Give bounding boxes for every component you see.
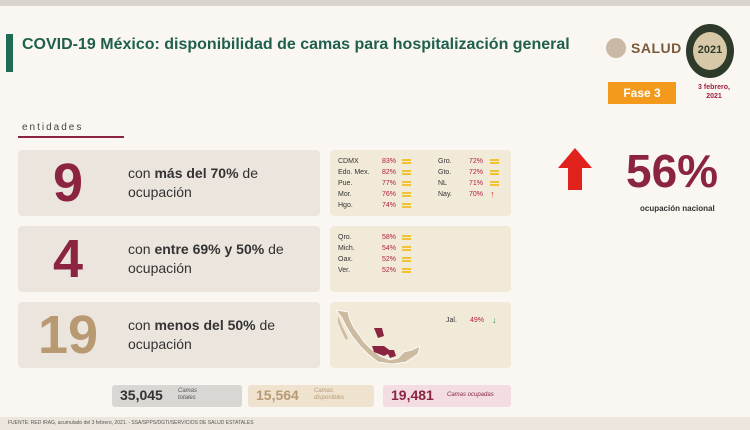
occupancy-row-high: 9 con más del 70% de ocupación (18, 150, 320, 216)
arrow-down-icon: ↓ (492, 315, 497, 325)
state-pct: 71% (469, 180, 484, 187)
equal-icon (490, 159, 499, 164)
occupied-beds-value: 19,481 (391, 387, 434, 403)
equal-icon (402, 159, 411, 164)
state-pct: 49% (470, 317, 485, 324)
salud-logo: SALUD (606, 38, 682, 58)
row-description: con más del 70% de ocupación (128, 165, 258, 200)
total-beds-label: Camas totales (178, 388, 198, 401)
national-trend-up-icon (558, 148, 592, 190)
states-box-mid: Qro. 58% Mich. 54% Oax. 52% Ver. 52% (330, 226, 511, 292)
state-name: Gto. (438, 169, 452, 176)
state-name: Gro. (438, 158, 452, 165)
occupied-beds-card: 19,481 Camas ocupadas (383, 385, 511, 407)
state-name: Pue. (338, 180, 353, 187)
equal-icon (402, 181, 411, 186)
state-count: 19 (37, 305, 99, 365)
equal-icon (402, 246, 411, 251)
report-date: 3 febrero, 2021 (688, 83, 740, 101)
state-name: Ver. (338, 267, 351, 274)
equal-icon (402, 235, 411, 240)
source-footer: FUENTE: RED IRAG, acumulado del 3 febrer… (0, 417, 750, 430)
top-rule (0, 0, 750, 6)
available-beds-card: 15,564 Camas disponibles (248, 385, 374, 407)
occupancy-row-mid: 4 con entre 69% y 50% de ocupación (18, 226, 320, 292)
states-box-low: Jal. 49% ↓ (330, 302, 511, 368)
available-beds-label: Camas disponibles (314, 388, 345, 401)
salud-logo-text: SALUD (631, 40, 682, 56)
state-count: 9 (52, 153, 84, 213)
total-beds-card: 35,045 Camas totales (112, 385, 242, 407)
total-beds-value: 35,045 (120, 387, 163, 403)
state-name: CDMX (338, 158, 359, 165)
state-name: Mich. (338, 245, 355, 252)
state-pct: 70% (469, 191, 484, 198)
occupied-beds-label: Camas ocupadas (447, 392, 494, 398)
national-occupancy-label: ocupación nacional (640, 204, 715, 213)
available-beds-value: 15,564 (256, 387, 299, 403)
state-pct: 77% (382, 180, 397, 187)
state-name: Edo. Mex. (338, 169, 370, 176)
fase-badge: Fase 3 (608, 82, 676, 104)
state-pct: 82% (382, 169, 397, 176)
state-count: 4 (52, 229, 84, 289)
mexico-2021-logo: 2021 (686, 24, 734, 78)
equal-icon (402, 257, 411, 262)
state-pct: 52% (382, 267, 397, 274)
date-line-1: 3 febrero, (698, 84, 730, 91)
date-line-2: 2021 (706, 93, 722, 100)
states-box-high: CDMX 83% Edo. Mex. 82% Pue. 77% Mor. 76%… (330, 150, 511, 216)
state-name: NL (438, 180, 447, 187)
equal-icon (402, 170, 411, 175)
state-pct: 54% (382, 245, 397, 252)
section-underline (18, 136, 124, 138)
section-label: entidades (22, 122, 84, 133)
state-pct: 74% (382, 202, 397, 209)
state-pct: 52% (382, 256, 397, 263)
state-pct: 83% (382, 158, 397, 165)
mexico-map (335, 309, 421, 365)
title-accent-bar (6, 34, 13, 72)
state-name: Mor. (338, 191, 352, 198)
equal-icon (490, 170, 499, 175)
state-pct: 76% (382, 191, 397, 198)
state-name: Hgo. (338, 202, 353, 209)
national-occupancy-value: 56% (626, 145, 719, 197)
state-name: Qro. (338, 234, 352, 241)
state-pct: 72% (469, 158, 484, 165)
state-pct: 58% (382, 234, 397, 241)
equal-icon (490, 181, 499, 186)
state-name: Nay. (438, 191, 452, 198)
equal-icon (402, 268, 411, 273)
state-name: Jal. (446, 317, 457, 324)
row-description: con entre 69% y 50% de ocupación (128, 241, 284, 276)
arrow-up-icon: ↑ (490, 189, 495, 199)
equal-icon (402, 203, 411, 208)
state-name: Oax. (338, 256, 353, 263)
state-pct: 72% (469, 169, 484, 176)
row-description: con menos del 50% de ocupación (128, 317, 276, 352)
equal-icon (402, 192, 411, 197)
logo-year: 2021 (697, 44, 723, 56)
mexico-emblem-icon (606, 38, 626, 58)
occupancy-row-low: 19 con menos del 50% de ocupación (18, 302, 320, 368)
slide-title: COVID-19 México: disponibilidad de camas… (22, 36, 570, 53)
